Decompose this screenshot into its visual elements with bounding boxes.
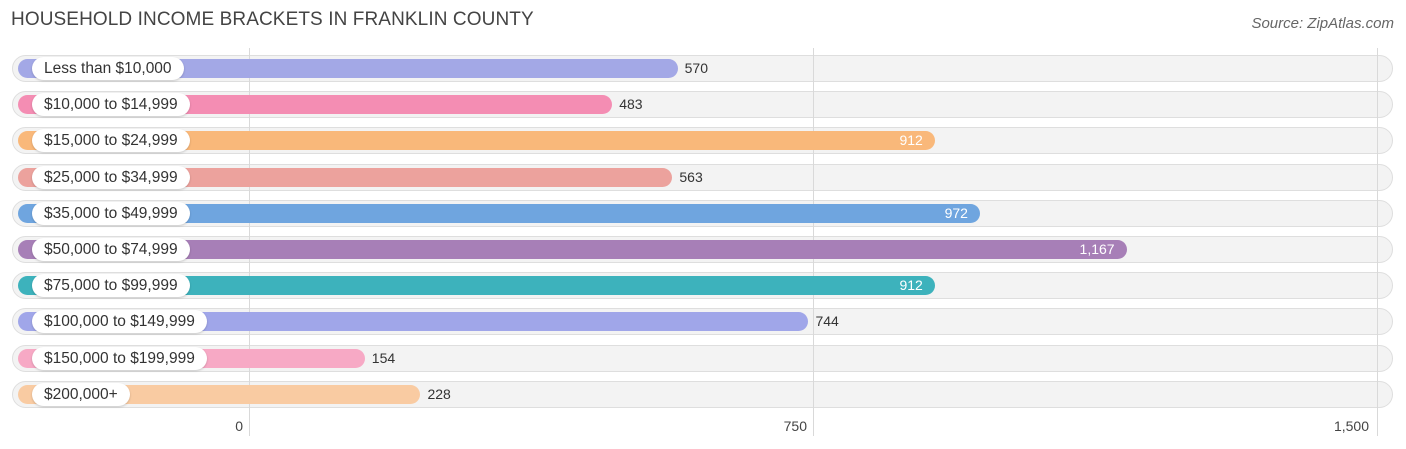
category-label: $75,000 to $99,999	[32, 274, 190, 298]
bar	[18, 240, 1127, 259]
bar	[18, 131, 935, 151]
category-label: Less than $10,000	[32, 57, 184, 80]
chart-title: HOUSEHOLD INCOME BRACKETS IN FRANKLIN CO…	[11, 9, 534, 30]
value-label: 912	[899, 132, 923, 149]
value-label: 563	[679, 168, 703, 185]
bar	[18, 276, 935, 296]
value-label: 744	[815, 313, 839, 330]
value-label: 483	[619, 96, 643, 113]
source-label: Source: ZipAtlas.com	[1251, 15, 1394, 32]
category-label: $25,000 to $34,999	[32, 165, 190, 189]
category-label: $15,000 to $24,999	[32, 129, 190, 153]
gridline	[1377, 48, 1378, 436]
bar	[18, 203, 980, 223]
x-tick-label: 1,500	[1333, 418, 1369, 434]
category-label: $10,000 to $14,999	[32, 93, 190, 117]
value-label: 154	[371, 349, 396, 366]
category-label: $50,000 to $74,999	[32, 238, 190, 261]
x-tick-label: 0	[235, 418, 243, 434]
value-label: 570	[684, 60, 708, 76]
category-label: $100,000 to $149,999	[32, 310, 207, 334]
category-label: $35,000 to $49,999	[32, 201, 190, 225]
value-label: 1,167	[1079, 241, 1115, 257]
category-label: $200,000+	[32, 382, 130, 406]
value-label: 228	[427, 385, 451, 402]
category-label: $150,000 to $199,999	[32, 346, 207, 370]
x-tick-label: 750	[783, 418, 807, 434]
value-label: 972	[944, 204, 968, 221]
value-label: 912	[899, 277, 923, 294]
bar	[18, 312, 809, 332]
